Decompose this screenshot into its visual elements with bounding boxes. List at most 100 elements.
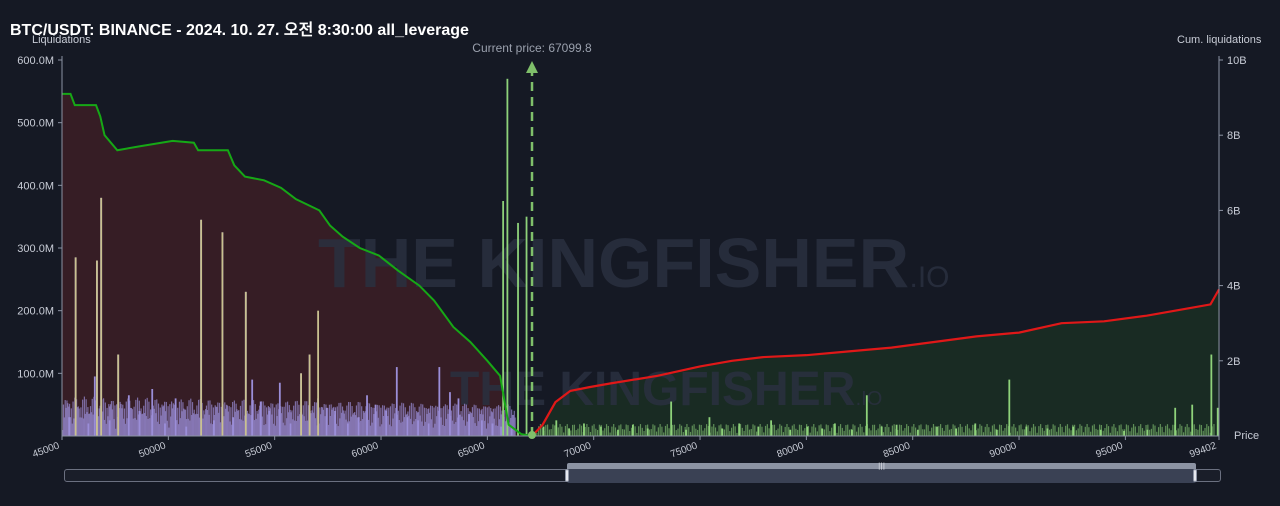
short-floor-bar: [1168, 428, 1170, 436]
long-floor-bar: [448, 409, 450, 436]
long-floor-bar: [427, 409, 429, 436]
short-floor-bar: [1022, 429, 1024, 436]
long-floor-bar: [273, 407, 276, 436]
short-floor-bar: [1129, 431, 1131, 436]
short-floor-bar: [1122, 429, 1124, 436]
short-floor-bar: [573, 424, 575, 436]
short-floor-bar: [1145, 424, 1147, 436]
short-floor-bar: [889, 431, 892, 436]
long-floor-bar: [415, 419, 417, 436]
long-floor-bar: [116, 404, 118, 436]
short-liquidation-bar: [770, 420, 773, 436]
short-liquidation-bar: [936, 426, 938, 436]
range-end-handle[interactable]: [1193, 469, 1197, 482]
short-floor-bar: [891, 425, 893, 436]
x-tick-label: 75000: [669, 440, 699, 460]
long-floor-bar: [356, 417, 358, 436]
short-floor-bar: [571, 424, 574, 436]
long-floor-bar: [153, 408, 155, 436]
long-floor-bar: [205, 405, 208, 436]
range-scrollbar-thumb[interactable]: [567, 463, 1196, 483]
long-floor-bar: [80, 407, 82, 436]
short-floor-bar: [940, 424, 942, 436]
short-floor-bar: [820, 424, 822, 436]
long-floor-bar: [187, 418, 189, 436]
long-floor-bar: [463, 420, 465, 436]
long-floor-bar: [156, 399, 158, 436]
short-floor-bar: [847, 424, 849, 436]
long-floor-bar: [432, 427, 434, 436]
short-floor-bar: [1048, 429, 1051, 436]
long-floor-bar: [147, 418, 149, 436]
short-liquidation-bar: [974, 423, 977, 436]
long-floor-bar: [296, 400, 298, 436]
long-floor-bar: [91, 398, 93, 436]
long-floor-bar: [484, 420, 486, 436]
long-liquidation-bar: [212, 420, 215, 436]
long-floor-bar: [431, 405, 433, 436]
long-floor-bar: [141, 414, 143, 436]
long-floor-bar: [76, 407, 79, 436]
long-liquidation-bar: [232, 417, 234, 436]
long-floor-bar: [477, 408, 479, 436]
long-floor-bar: [354, 412, 356, 436]
short-floor-bar: [546, 424, 549, 436]
short-floor-bar: [829, 431, 831, 436]
long-floor-bar: [211, 404, 213, 436]
short-floor-bar: [727, 425, 729, 436]
short-liquidation-bar: [757, 426, 760, 436]
short-floor-bar: [1109, 432, 1111, 436]
short-floor-bar: [854, 425, 856, 436]
short-floor-bar: [1127, 425, 1129, 436]
long-floor-bar: [514, 417, 516, 436]
long-floor-bar: [484, 406, 487, 436]
range-start-handle[interactable]: [565, 469, 569, 482]
short-floor-bar: [918, 425, 920, 436]
x-tick-label: 45000: [31, 440, 61, 460]
short-floor-bar: [873, 424, 876, 436]
long-floor-bar: [118, 408, 120, 436]
cumulative-fills: [62, 93, 1219, 436]
long-floor-bar: [513, 410, 515, 436]
short-floor-bar: [664, 425, 667, 436]
short-floor-bar: [950, 428, 952, 436]
long-floor-bar: [378, 405, 380, 436]
long-liquidation-bar: [138, 410, 141, 436]
long-floor-bar: [229, 421, 231, 436]
long-floor-bar: [64, 400, 66, 436]
long-floor-bar: [230, 407, 232, 436]
drag-grip-icon[interactable]: |||: [878, 462, 886, 470]
long-floor-bar: [475, 405, 477, 436]
long-floor-bar: [482, 414, 484, 436]
long-floor-bar: [501, 410, 503, 436]
x-tick-label: 55000: [244, 440, 274, 460]
long-floor-bar: [281, 406, 283, 436]
long-floor-bar: [132, 418, 134, 436]
short-floor-bar: [589, 431, 592, 436]
short-floor-bar: [761, 426, 763, 436]
short-liquidation-bar: [1025, 426, 1028, 436]
short-floor-bar: [809, 432, 811, 436]
long-floor-bar: [194, 414, 196, 436]
short-floor-bar: [629, 431, 631, 436]
long-floor-bar: [312, 405, 314, 436]
long-floor-bar: [169, 404, 171, 436]
long-floor-bar: [353, 412, 355, 436]
short-floor-bar: [1002, 430, 1004, 436]
long-floor-bar: [198, 399, 200, 436]
short-floor-bar: [1041, 427, 1044, 436]
short-floor-bar: [991, 425, 994, 436]
short-floor-bar: [777, 428, 779, 436]
long-floor-bar: [77, 406, 79, 436]
short-floor-bar: [1140, 424, 1142, 436]
long-floor-bar: [266, 407, 268, 436]
short-floor-bar: [1116, 431, 1119, 436]
long-floor-bar: [211, 424, 214, 436]
short-liquidation-bar: [502, 201, 505, 436]
long-floor-bar: [486, 407, 488, 436]
long-floor-bar: [121, 408, 123, 436]
long-floor-bar: [395, 407, 397, 436]
short-floor-bar: [605, 424, 608, 436]
long-floor-bar: [383, 405, 385, 436]
short-floor-bar: [627, 425, 629, 436]
